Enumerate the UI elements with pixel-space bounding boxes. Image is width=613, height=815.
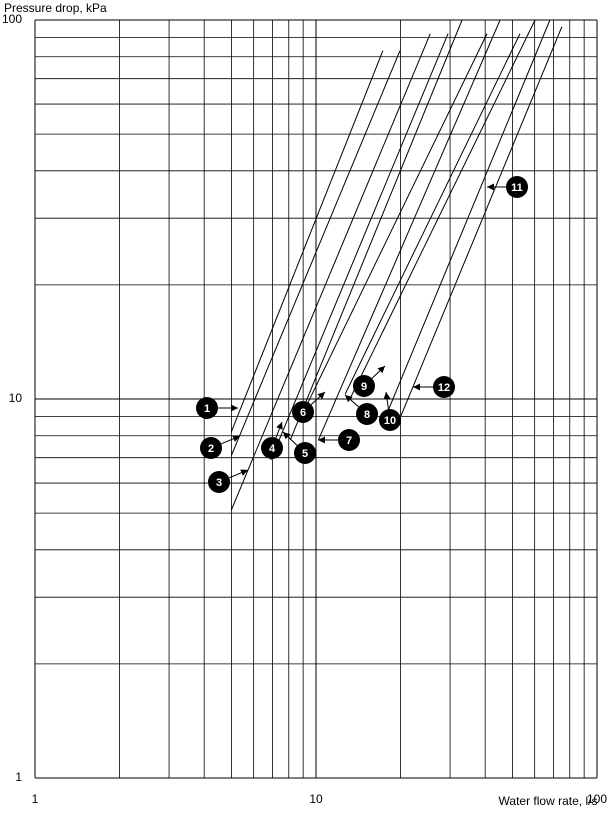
callout: 1 [196, 397, 238, 419]
callout-circle [294, 442, 316, 464]
callout: 8 [344, 394, 378, 425]
curve [299, 33, 488, 419]
callout-label: 8 [364, 409, 370, 421]
x-axis-title: Water flow rate, l/s [499, 794, 598, 808]
callout-circle [261, 437, 283, 459]
callout: 12 [413, 376, 455, 398]
callout-arrow [228, 469, 249, 479]
curve [270, 33, 449, 461]
curve [349, 19, 536, 400]
callout-arrow [383, 391, 391, 410]
callout: 7 [318, 429, 360, 451]
y-axis-title: Pressure drop, kPa [4, 1, 107, 15]
callout-label: 9 [361, 381, 367, 393]
callout-circle [506, 176, 528, 198]
x-tick-label: 1 [32, 792, 39, 806]
callout-arrow [220, 435, 241, 445]
curve [289, 19, 463, 441]
callout-arrow [344, 394, 360, 408]
curve [399, 26, 563, 419]
callout-label: 2 [208, 443, 214, 455]
x-tick-label: 10 [309, 792, 323, 806]
callout: 2 [200, 435, 241, 459]
callout-label: 6 [300, 407, 306, 419]
curve [384, 19, 551, 419]
callout-label: 10 [384, 415, 396, 427]
curve [230, 33, 431, 511]
callout-label: 1 [204, 403, 210, 415]
callout-circle [433, 376, 455, 398]
callout-label: 3 [216, 477, 222, 489]
callout-label: 11 [511, 182, 523, 194]
callout-circle [338, 429, 360, 451]
callout: 9 [353, 365, 386, 397]
callout: 3 [208, 469, 249, 493]
callout: 10 [379, 391, 401, 431]
callout-circle [356, 403, 378, 425]
curve [317, 19, 501, 441]
callout-circle [353, 375, 375, 397]
callout-label: 4 [269, 443, 276, 455]
callout: 6 [292, 391, 326, 423]
callout-arrow [275, 421, 283, 438]
curve [344, 33, 521, 395]
callout-circle [379, 409, 401, 431]
callout-arrow [282, 431, 298, 446]
callout: 11 [487, 176, 528, 198]
callout-circle [196, 397, 218, 419]
callout: 5 [282, 431, 316, 464]
callout-label: 7 [346, 435, 352, 447]
y-tick-label: 100 [2, 12, 22, 26]
x-tick-label: 100 [587, 792, 607, 806]
callout-circle [292, 401, 314, 423]
callout-label: 5 [302, 448, 308, 460]
y-tick-label: 1 [15, 770, 22, 784]
callout: 4 [261, 421, 283, 459]
callout-label: 12 [438, 382, 450, 394]
curve [230, 50, 384, 432]
curve [230, 50, 401, 456]
callout-arrow [310, 391, 326, 405]
y-tick-label: 10 [9, 391, 23, 405]
callout-arrow [371, 365, 386, 379]
callout-circle [208, 471, 230, 493]
callout-circle [200, 437, 222, 459]
